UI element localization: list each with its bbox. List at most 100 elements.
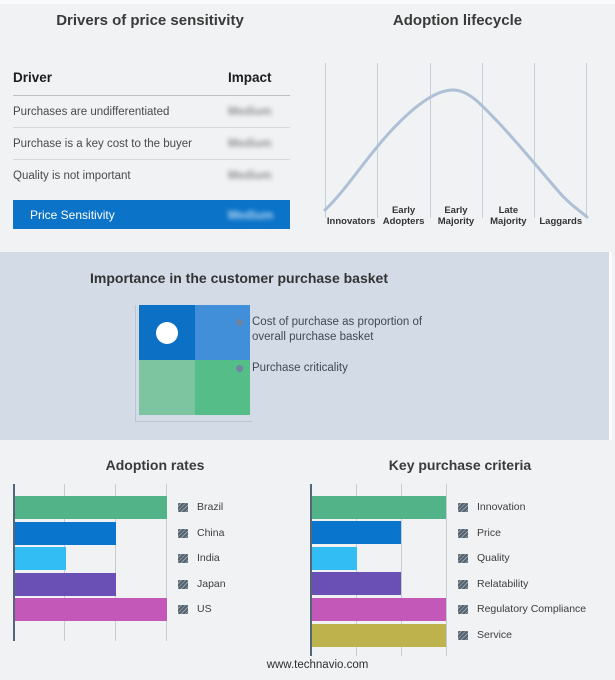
legend-label: Brazil [197, 501, 224, 513]
y-axis-line [310, 484, 312, 656]
legend-swatch-icon [178, 579, 188, 589]
stage-label-innovators: Innovators [326, 216, 376, 228]
legend-label: Price [477, 527, 501, 539]
table-row: Purchases are undifferentiated Medium [13, 96, 290, 128]
legend-text-line: Purchase criticality [252, 362, 348, 374]
driver-cell: Purchase is a key cost to the buyer [13, 137, 192, 150]
gridline [401, 484, 402, 656]
price-sensitivity-highlight-row: Price Sensitivity Medium [13, 200, 290, 229]
legend-label: US [197, 603, 212, 615]
legend-swatch-icon [458, 604, 468, 614]
quadrant-top-right [194, 305, 250, 360]
legend-swatch-icon [178, 604, 188, 614]
impact-cell-blurred: Medium [228, 105, 272, 118]
legend-swatch-icon [458, 630, 468, 640]
impact-cell-blurred: Medium [228, 170, 272, 182]
bullet-icon [236, 319, 243, 326]
purchase-basket-band [0, 252, 612, 440]
bullet-icon [236, 365, 243, 372]
legend-item: Japan [178, 578, 226, 590]
drivers-table-header: Driver Impact [13, 70, 290, 96]
bar-innovation [312, 496, 446, 519]
basket-panel-title: Importance in the customer purchase bask… [90, 270, 388, 286]
bar-brazil [15, 496, 167, 519]
stage-divider-line [377, 63, 378, 218]
gridline [356, 484, 357, 656]
stage-label-laggards: Laggards [539, 216, 583, 228]
bar-india [15, 547, 66, 570]
legend-item: Quality [458, 552, 510, 564]
legend-label: Service [477, 629, 513, 641]
stage-divider-line [430, 63, 431, 218]
criteria-chart-title: Key purchase criteria [388, 457, 532, 473]
driver-cell: Quality is not important [13, 170, 131, 182]
drivers-table: Driver Impact Purchases are undifferenti… [13, 70, 290, 192]
legend-swatch-icon [458, 528, 468, 538]
bar-service [312, 624, 446, 647]
legend-swatch-icon [458, 502, 468, 512]
column-header-driver: Driver [13, 70, 53, 85]
basket-legend: Cost of purchase as proportion of overal… [236, 315, 446, 392]
y-axis-line [13, 484, 15, 641]
legend-swatch-icon [178, 553, 188, 563]
top-margin-strip [0, 0, 615, 4]
stage-label-early-majority: Early Majority [437, 205, 475, 228]
impact-cell-blurred: Medium [228, 207, 274, 222]
column-header-impact: Impact [228, 70, 272, 85]
stage-divider-line [482, 63, 483, 218]
bar-us [15, 598, 167, 621]
gridline [446, 484, 447, 656]
legend-item: Price [458, 527, 501, 539]
stage-label-late-majority: Late Majority [490, 205, 527, 228]
legend-swatch-icon [178, 502, 188, 512]
legend-item: Cost of purchase as proportion of overal… [236, 315, 446, 345]
lifecycle-panel-title: Adoption lifecycle [392, 12, 523, 29]
gridline [115, 484, 116, 641]
impact-cell-blurred: Medium [228, 137, 272, 150]
legend-item: India [178, 552, 220, 564]
legend-swatch-icon [178, 528, 188, 538]
drivers-panel-title: Drivers of price sensitivity [56, 12, 244, 29]
bar-quality [312, 547, 357, 570]
legend-item: Innovation [458, 501, 525, 513]
driver-cell: Purchases are undifferentiated [13, 105, 170, 118]
lifecycle-stage-labels: Innovators Early Adopters Early Majority… [325, 198, 587, 228]
quadrant-chart [135, 305, 252, 422]
table-row: Quality is not important Medium [13, 160, 290, 192]
stage-label-early-adopters: Early Adopters [382, 205, 425, 228]
table-row: Purchase is a key cost to the buyer Medi… [13, 128, 290, 160]
legend-item: Purchase criticality [236, 361, 446, 376]
driver-cell: Price Sensitivity [30, 207, 115, 222]
legend-swatch-icon [458, 579, 468, 589]
quadrant-marker-dot [155, 321, 178, 344]
website-url: www.technavio.com [266, 659, 369, 671]
bell-curve [323, 88, 589, 219]
stage-divider-line [534, 63, 535, 218]
stage-divider-line [586, 63, 587, 218]
stage-divider-line [325, 63, 326, 218]
legend-label: India [197, 552, 220, 564]
legend-text-line: Cost of purchase as proportion of [252, 316, 423, 328]
legend-label: Quality [477, 552, 510, 564]
legend-label: Japan [197, 578, 226, 590]
legend-item: Brazil [178, 501, 223, 513]
bar-japan [15, 573, 116, 596]
legend-item: US [178, 603, 212, 615]
legend-item: Relatability [458, 578, 528, 590]
legend-label: Innovation [477, 501, 526, 513]
bar-price [312, 521, 401, 544]
legend-label: Relatability [477, 578, 529, 590]
gridline [166, 484, 167, 641]
quadrant-top-left [139, 305, 195, 360]
bar-china [15, 522, 116, 545]
legend-item: Service [458, 629, 512, 641]
bar-regulatory-compliance [312, 598, 446, 621]
legend-item: Regulatory Compliance [458, 603, 586, 615]
bar-relatability [312, 572, 401, 595]
legend-swatch-icon [458, 553, 468, 563]
legend-item: China [178, 527, 224, 539]
legend-label: China [197, 527, 225, 539]
adoption-chart-title: Adoption rates [105, 457, 205, 473]
legend-text-line: overall purchase basket [252, 331, 374, 343]
